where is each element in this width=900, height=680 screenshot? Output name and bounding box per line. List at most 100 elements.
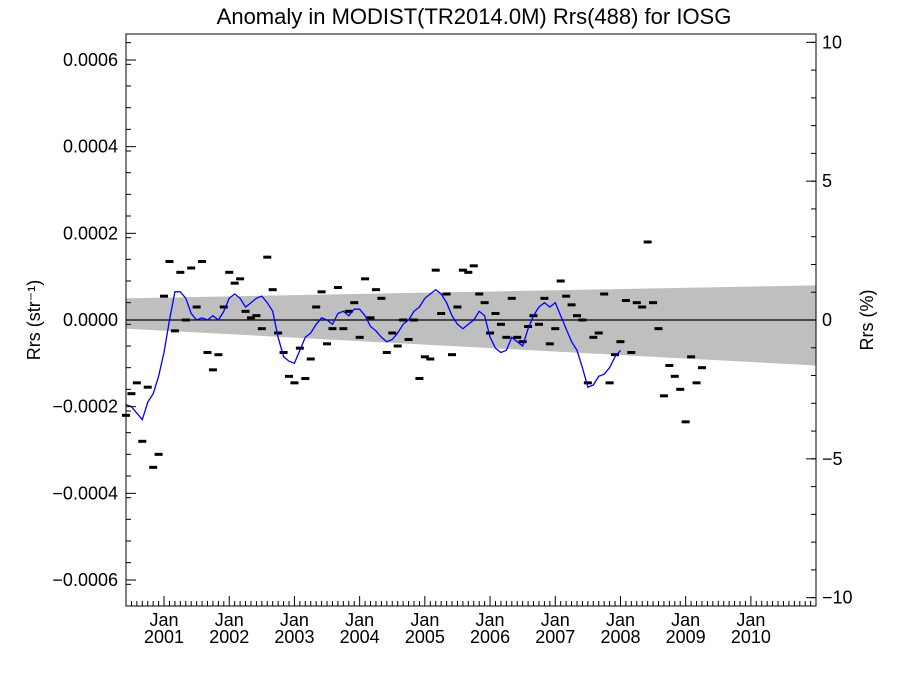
data-marker: [540, 296, 549, 300]
data-marker: [339, 327, 348, 331]
data-marker: [654, 327, 663, 331]
left-tick-label: −0.0004: [52, 483, 118, 503]
data-marker: [420, 355, 429, 359]
data-marker: [638, 305, 647, 309]
data-marker: [181, 318, 190, 322]
data-marker: [170, 329, 179, 333]
right-tick-label: 0: [822, 310, 832, 330]
x-tick-month-label: Jan: [280, 610, 309, 630]
data-marker: [333, 286, 342, 289]
x-tick-year-label: 2007: [535, 627, 575, 647]
data-marker: [556, 279, 565, 283]
x-tick-year-label: 2003: [274, 627, 314, 647]
data-marker: [176, 270, 185, 274]
data-marker: [616, 340, 625, 344]
x-tick-month-label: Jan: [736, 610, 765, 630]
data-marker: [285, 374, 294, 378]
data-marker: [382, 351, 391, 354]
data-marker: [230, 281, 239, 285]
x-tick-month-label: Jan: [410, 610, 439, 630]
data-marker: [659, 394, 668, 398]
data-marker: [545, 342, 554, 346]
data-markers: [122, 240, 706, 469]
data-marker: [589, 335, 598, 339]
x-axis: Jan2001Jan2002Jan2003Jan2004Jan2005Jan20…: [125, 596, 812, 647]
x-tick-month-label: Jan: [541, 610, 570, 630]
data-marker: [306, 357, 315, 361]
data-marker: [448, 353, 457, 357]
data-marker: [214, 353, 223, 357]
data-marker: [295, 346, 304, 350]
data-marker: [388, 331, 397, 335]
data-marker: [241, 309, 250, 313]
data-marker: [475, 292, 484, 296]
chart-title: Anomaly in MODIST(TR2014.0M) Rrs(488) fo…: [217, 4, 732, 29]
x-tick-month-label: Jan: [606, 610, 635, 630]
data-marker: [643, 240, 652, 244]
left-y-axis: −0.0006 −0.0004 −0.0002 0.0000 0.0002 0.0004 0…: [52, 42, 136, 607]
data-marker: [562, 294, 571, 298]
data-marker: [681, 420, 690, 424]
data-marker: [534, 322, 543, 326]
smoothed-series-line: [125, 288, 621, 422]
left-tick-label: −0.0006: [52, 570, 118, 590]
data-marker: [132, 381, 141, 385]
right-y-axis-label: Rrs (%): [857, 290, 877, 351]
data-marker: [469, 264, 478, 268]
data-marker: [697, 366, 706, 370]
x-tick-year-label: 2002: [209, 627, 249, 647]
data-marker: [371, 288, 380, 292]
data-marker: [600, 292, 609, 296]
data-marker: [225, 270, 234, 274]
data-marker: [572, 314, 581, 318]
data-marker: [312, 305, 321, 309]
data-marker: [632, 301, 641, 305]
data-marker: [246, 316, 255, 320]
left-tick-label: −0.0002: [52, 397, 118, 417]
data-marker: [192, 305, 201, 309]
x-tick-month-label: Jan: [150, 610, 179, 630]
x-tick-year-label: 2005: [405, 627, 445, 647]
x-tick-month-label: Jan: [345, 610, 374, 630]
data-marker: [491, 312, 500, 315]
data-marker: [323, 342, 332, 346]
data-marker: [453, 305, 462, 309]
x-tick-year-label: 2001: [144, 627, 184, 647]
data-marker: [507, 296, 516, 300]
data-marker: [274, 331, 283, 335]
x-tick-month-label: Jan: [215, 610, 244, 630]
data-marker: [611, 353, 620, 357]
left-tick-label: 0.0004: [63, 137, 118, 157]
data-marker: [268, 288, 277, 292]
data-marker: [344, 309, 353, 313]
data-marker: [366, 316, 375, 320]
right-y-axis: −10 −5 0 5 10: [806, 32, 853, 608]
data-marker: [567, 303, 576, 307]
data-marker: [687, 355, 696, 359]
right-tick-label: −5: [822, 449, 843, 469]
data-marker: [578, 318, 587, 322]
data-marker: [676, 387, 685, 391]
data-marker: [442, 292, 451, 296]
data-marker: [154, 452, 163, 456]
data-marker: [502, 335, 511, 339]
data-marker: [187, 266, 196, 270]
x-tick-year-label: 2009: [666, 627, 706, 647]
data-marker: [198, 260, 207, 263]
data-marker: [415, 377, 424, 380]
left-tick-label: 0.0006: [63, 50, 118, 70]
data-marker: [219, 305, 228, 309]
left-y-axis-label: Rrs (str⁻¹): [24, 280, 44, 360]
data-marker: [160, 294, 169, 298]
data-marker: [252, 314, 261, 318]
data-marker: [203, 351, 212, 354]
data-marker: [486, 331, 495, 335]
data-marker: [665, 364, 674, 367]
data-marker: [257, 327, 266, 331]
data-marker: [263, 255, 272, 259]
plot-area: [122, 33, 817, 607]
data-marker: [138, 439, 147, 443]
data-marker: [551, 327, 560, 331]
data-marker: [627, 351, 636, 354]
